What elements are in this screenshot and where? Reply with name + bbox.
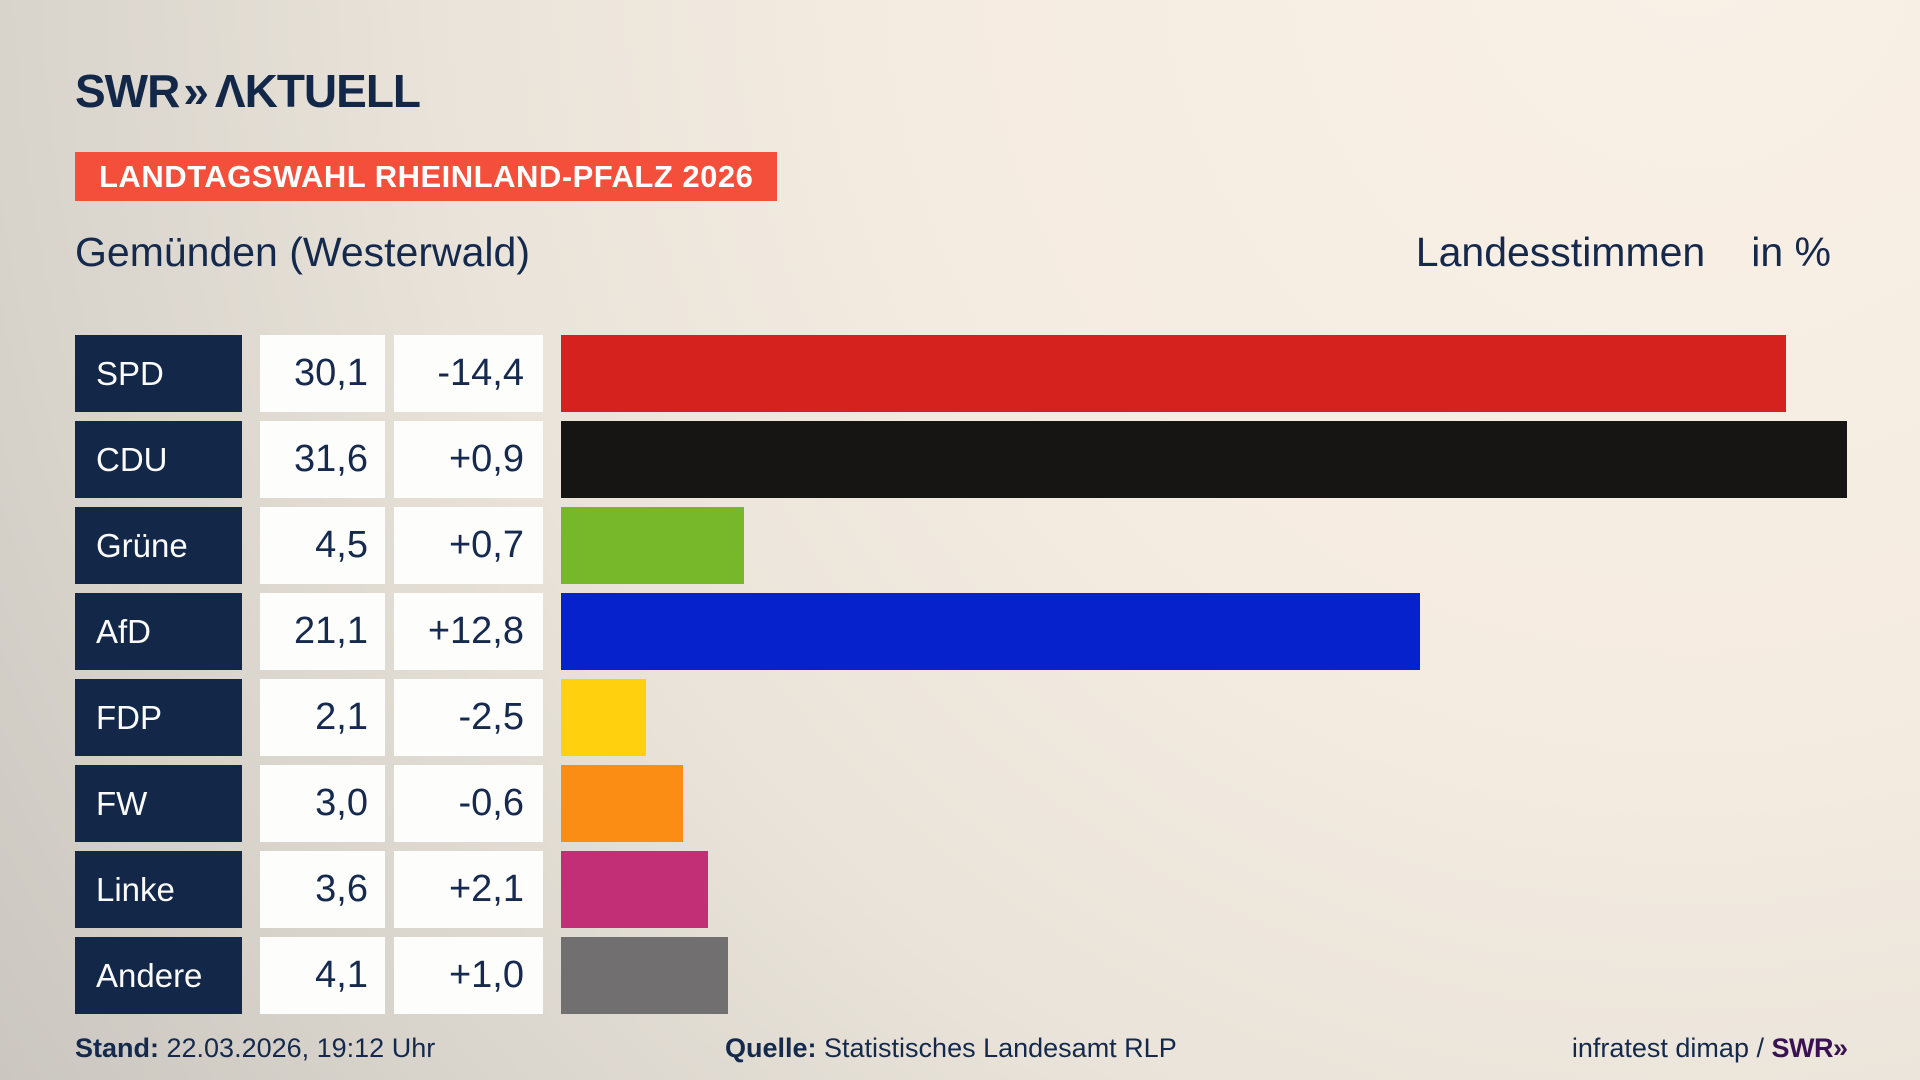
party-value: 3,0	[260, 765, 385, 842]
party-row: FW 3,0 -0,6	[75, 765, 1845, 842]
footer: Stand: 22.03.2026, 19:12 Uhr Quelle: Sta…	[75, 1033, 1848, 1064]
party-label: AfD	[75, 593, 242, 670]
party-row: AfD 21,1 +12,8	[75, 593, 1845, 670]
party-bar	[561, 421, 1847, 498]
party-value: 3,6	[260, 851, 385, 928]
party-bar	[561, 593, 1420, 670]
logo-swr-text: SWR	[75, 65, 180, 117]
unit-label: in %	[1751, 228, 1831, 275]
municipality-title: Gemünden (Westerwald)	[75, 228, 530, 275]
double-chevron-icon: »	[1832, 1033, 1848, 1063]
party-label: FW	[75, 765, 242, 842]
double-chevron-icon: »	[183, 65, 209, 117]
stand-timestamp: Stand: 22.03.2026, 19:12 Uhr	[75, 1033, 725, 1064]
measure-title: Landesstimmen in %	[1416, 229, 1831, 276]
party-row: FDP 2,1 -2,5	[75, 679, 1845, 756]
party-change: +12,8	[394, 593, 543, 670]
party-change: -0,6	[394, 765, 543, 842]
party-change: +1,0	[394, 937, 543, 1014]
party-bar	[561, 765, 683, 842]
party-bar	[561, 679, 646, 756]
party-bar	[561, 335, 1786, 412]
source-value: Statistisches Landesamt RLP	[816, 1033, 1177, 1063]
election-banner: LANDTAGSWAHL RHEINLAND-PFALZ 2026	[75, 152, 778, 201]
party-value: 30,1	[260, 335, 385, 412]
party-value: 21,1	[260, 593, 385, 670]
party-change: +0,7	[394, 507, 543, 584]
title-row: Gemünden (Westerwald) Landesstimmen in %	[75, 228, 1831, 276]
party-row: Grüne 4,5 +0,7	[75, 507, 1845, 584]
party-change: -2,5	[394, 679, 543, 756]
party-label: Linke	[75, 851, 242, 928]
stand-label: Stand:	[75, 1033, 159, 1063]
party-bar	[561, 851, 708, 928]
logo-aktuell-text: ΛKTUELL	[214, 65, 421, 117]
party-row: Andere 4,1 +1,0	[75, 937, 1845, 1014]
party-value: 2,1	[260, 679, 385, 756]
party-change: +0,9	[394, 421, 543, 498]
party-label: CDU	[75, 421, 242, 498]
source-label: Quelle:	[725, 1033, 817, 1063]
source: Quelle: Statistisches Landesamt RLP	[725, 1033, 1572, 1064]
party-change: +2,1	[394, 851, 543, 928]
credit: infratest dimap / SWR»	[1571, 1033, 1848, 1064]
swr-logo-small: SWR»	[1771, 1033, 1848, 1063]
party-value: 4,5	[260, 507, 385, 584]
party-change: -14,4	[394, 335, 543, 412]
party-row: Linke 3,6 +2,1	[75, 851, 1845, 928]
party-label: Andere	[75, 937, 242, 1014]
party-bar	[561, 937, 728, 1014]
party-row: SPD 30,1 -14,4	[75, 335, 1845, 412]
bar-chart: SPD 30,1 -14,4 CDU 31,6 +0,9 Grüne 4,5 +…	[75, 335, 1847, 1014]
credit-text: infratest dimap /	[1571, 1033, 1772, 1063]
stand-value: 22.03.2026, 19:12 Uhr	[159, 1033, 436, 1063]
party-label: FDP	[75, 679, 242, 756]
party-label: Grüne	[75, 507, 242, 584]
party-value: 31,6	[260, 421, 385, 498]
measure-label: Landesstimmen	[1415, 228, 1706, 275]
party-bar	[561, 507, 744, 584]
party-row: CDU 31,6 +0,9	[75, 421, 1847, 498]
party-label: SPD	[75, 335, 242, 412]
party-value: 4,1	[260, 937, 385, 1014]
swr-aktuell-logo: SWR» ΛKTUELL	[75, 64, 421, 118]
